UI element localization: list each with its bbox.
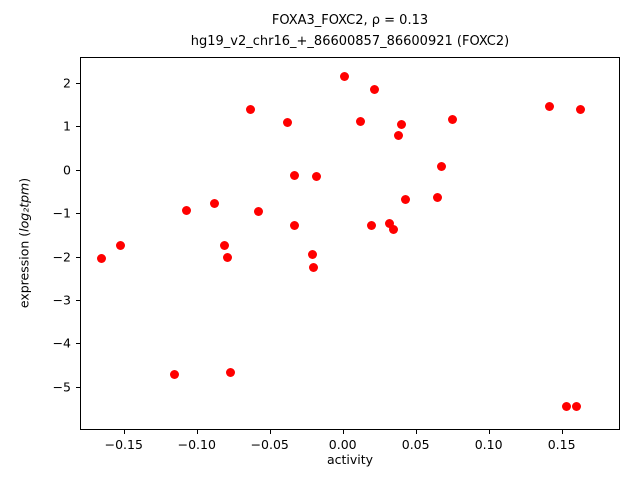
data-point	[170, 369, 180, 379]
data-point	[393, 131, 403, 141]
y-tick-mark	[76, 213, 80, 215]
y-tick-label: −5	[52, 379, 71, 395]
data-point	[311, 171, 321, 181]
data-point	[545, 102, 555, 112]
x-tick-label: −0.15	[104, 437, 143, 452]
y-tick-label: 2	[63, 75, 71, 91]
data-point	[437, 162, 447, 172]
x-tick-label: 0.10	[474, 437, 503, 452]
data-point	[400, 194, 410, 204]
data-point	[571, 401, 581, 411]
x-tick-label: −0.05	[250, 437, 289, 452]
y-tick-mark	[76, 169, 80, 171]
data-point	[222, 252, 232, 262]
y-tick-label: −2	[52, 249, 71, 264]
y-tick-mark	[76, 299, 80, 301]
data-point	[290, 220, 300, 230]
data-point	[576, 104, 586, 114]
data-point	[219, 241, 229, 251]
x-tick-label: 0.15	[547, 437, 576, 452]
chart-title-line2: hg19_v2_chr16_+_86600857_86600921 (FOXC2…	[190, 33, 510, 49]
data-point	[447, 115, 457, 125]
data-point	[433, 193, 443, 203]
data-point	[370, 84, 380, 94]
y-tick-mark	[76, 83, 80, 85]
x-tick-mark	[342, 430, 344, 434]
data-point	[339, 72, 349, 82]
data-point	[307, 249, 317, 259]
y-axis-label-suffix: )	[16, 177, 32, 183]
y-tick-mark	[76, 256, 80, 258]
data-point	[290, 170, 300, 180]
x-tick-mark	[269, 430, 271, 434]
data-point	[396, 119, 406, 129]
y-tick-label: −1	[52, 205, 71, 221]
y-tick-mark	[76, 343, 80, 345]
x-tick-mark	[561, 430, 563, 434]
y-tick-mark	[76, 126, 80, 128]
x-tick-label: −0.10	[177, 437, 216, 452]
data-point	[182, 206, 192, 216]
data-point	[389, 225, 399, 235]
x-tick-mark	[415, 430, 417, 434]
chart-title: FOXA3_FOXC2, ρ = 0.13 hg19_v2_chr16_+_86…	[80, 11, 620, 53]
data-point	[209, 199, 219, 209]
data-point	[282, 118, 292, 128]
y-axis-label: expression (log₂tpm)	[17, 178, 32, 308]
data-point	[367, 220, 377, 230]
x-tick-label: 0.05	[401, 437, 430, 452]
data-point	[561, 401, 571, 411]
x-tick-label: 0.00	[328, 437, 357, 452]
data-point	[246, 104, 256, 114]
data-point	[309, 262, 318, 272]
data-point	[355, 116, 365, 126]
y-tick-label: 1	[63, 118, 71, 134]
y-tick-label: −3	[52, 292, 71, 308]
x-tick-mark	[196, 430, 198, 434]
chart-title-line1: FOXA3_FOXC2, ρ = 0.13	[271, 13, 429, 28]
data-point	[97, 254, 107, 264]
x-tick-mark	[123, 430, 125, 434]
data-point	[253, 207, 263, 217]
data-point	[384, 219, 394, 229]
y-tick-mark	[76, 386, 80, 388]
x-tick-mark	[488, 430, 490, 434]
x-axis-label: activity	[326, 452, 374, 467]
plot-area	[80, 57, 620, 430]
y-tick-label: −4	[52, 335, 71, 351]
y-tick-label: 0	[63, 162, 71, 178]
data-point	[225, 368, 235, 378]
data-point	[116, 241, 126, 251]
